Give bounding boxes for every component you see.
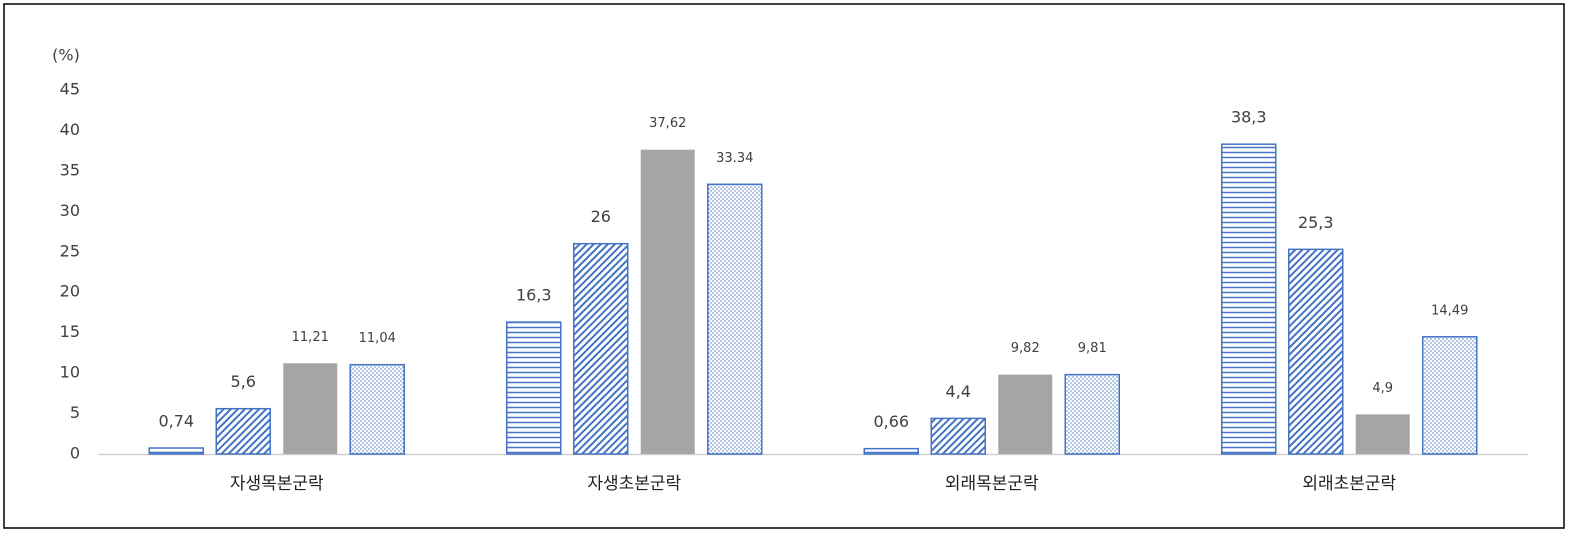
bar [1221, 143, 1277, 455]
data-label: 5,6 [231, 372, 256, 391]
data-label: 0,66 [873, 412, 909, 431]
bar [707, 183, 763, 455]
y-tick-label: 0 [70, 444, 80, 463]
y-tick-label: 10 [60, 363, 80, 382]
bar [1355, 414, 1410, 454]
y-tick-label: 25 [60, 241, 80, 260]
bar [349, 363, 405, 455]
x-tick-label: 외래초본군락 [1302, 474, 1396, 494]
x-tick-label: 자생초본군락 [587, 474, 681, 494]
data-label: 4,4 [946, 382, 971, 401]
bar [148, 447, 204, 455]
bar [1288, 248, 1344, 455]
bar [640, 149, 695, 455]
bar [930, 417, 986, 455]
data-label: 4,9 [1372, 381, 1393, 396]
bar [506, 321, 562, 455]
data-label: 11,04 [359, 331, 396, 346]
y-tick-label: 20 [60, 282, 80, 301]
y-tick-label: 5 [70, 403, 80, 422]
bar [863, 447, 919, 455]
y-axis-label: (%) [52, 46, 80, 65]
bar [283, 363, 338, 454]
y-tick-label: 15 [60, 322, 80, 341]
x-tick-label: 자생목본군락 [230, 474, 324, 494]
y-tick-label: 30 [60, 201, 80, 220]
bar [215, 407, 271, 455]
x-tick-label: 외래목본군락 [945, 474, 1039, 494]
bar [1422, 336, 1478, 455]
data-label: 37,62 [649, 116, 686, 131]
data-label: 9,82 [1011, 341, 1040, 356]
data-label: 38,3 [1231, 108, 1267, 127]
bar [1064, 373, 1120, 455]
data-label: 0,74 [158, 412, 194, 431]
data-label: 14,49 [1431, 303, 1468, 318]
data-label: 26 [591, 207, 611, 226]
y-tick-label: 40 [60, 120, 80, 139]
data-label: 9,81 [1078, 341, 1107, 356]
bar [573, 242, 629, 455]
y-tick-label: 45 [60, 80, 80, 99]
y-tick-label: 35 [60, 160, 80, 179]
data-label: 16,3 [516, 286, 552, 305]
data-label: 33.34 [716, 151, 753, 166]
bar [998, 374, 1053, 454]
data-label: 11,21 [292, 330, 329, 345]
data-label: 25,3 [1298, 213, 1334, 232]
